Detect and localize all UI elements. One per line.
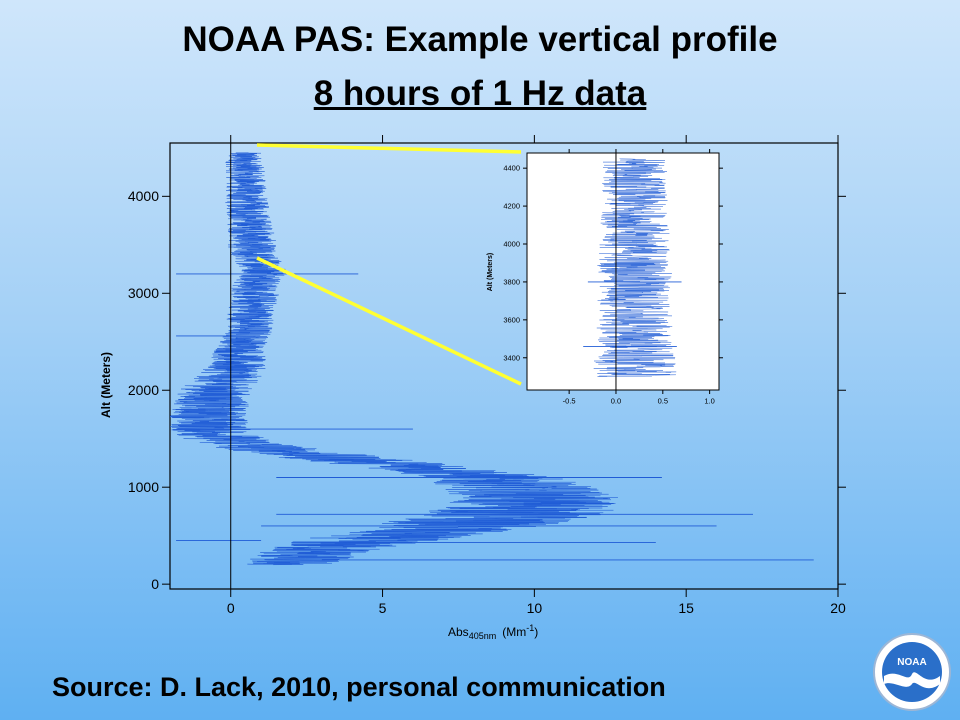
x-tick-label: 10 (527, 600, 543, 616)
slide-subtitle: 8 hours of 1 Hz data (313, 74, 647, 113)
main-x-ticks: 0 5 10 15 20 (227, 135, 846, 616)
inset-plot-data (583, 158, 682, 377)
slide-title: NOAA PAS: Example vertical profile (182, 20, 778, 59)
noaa-logo: NOAA (873, 633, 951, 711)
x-tick-label: -0.5 (563, 397, 576, 406)
main-x-axis-title: Abs405nm (Mm-1) (448, 623, 538, 641)
logo-disc (882, 642, 942, 702)
y-tick-label: 4200 (503, 202, 520, 211)
x-tick-label: 1.0 (704, 397, 714, 406)
profile-trace (593, 158, 677, 377)
x-tick-label: 20 (830, 600, 846, 616)
zoom-line-bottom (256, 256, 522, 386)
x-tick-label: 15 (678, 600, 694, 616)
main-plot-data (169, 152, 814, 566)
profile-trace (169, 152, 618, 566)
y-tick-label: 4400 (503, 164, 520, 173)
x-tick-label: 0.5 (658, 397, 668, 406)
y-tick-label: 4000 (503, 240, 520, 249)
main-plot-frame (169, 142, 839, 590)
y-tick-label: 0 (151, 576, 159, 592)
logo-text: NOAA (897, 657, 926, 668)
x-tick-label: 0 (227, 600, 235, 616)
y-tick-label: 2000 (128, 382, 159, 398)
main-y-ticks: 0 1000 2000 3000 4000 (128, 188, 846, 592)
y-tick-label: 3000 (128, 285, 159, 301)
y-tick-label: 3400 (503, 353, 520, 362)
main-y-axis-title: Alt (Meters) (99, 352, 113, 418)
x-tick-label: 0.0 (611, 397, 621, 406)
inset-x-ticks: -0.5 0.0 0.5 1.0 (563, 149, 715, 406)
logo-gull-icon (884, 672, 940, 689)
inset-y-ticks: 3400 3600 3800 4000 4200 4400 (503, 164, 723, 362)
zoom-line-top (256, 143, 522, 154)
y-tick-label: 3600 (503, 315, 520, 324)
source-caption: Source: D. Lack, 2010, personal communic… (52, 672, 666, 702)
inset-y-axis-title: Alt (Meters) (487, 253, 494, 292)
y-tick-label: 3800 (503, 277, 520, 286)
y-tick-label: 1000 (128, 479, 159, 495)
x-tick-label: 5 (379, 600, 387, 616)
y-tick-label: 4000 (128, 188, 159, 204)
